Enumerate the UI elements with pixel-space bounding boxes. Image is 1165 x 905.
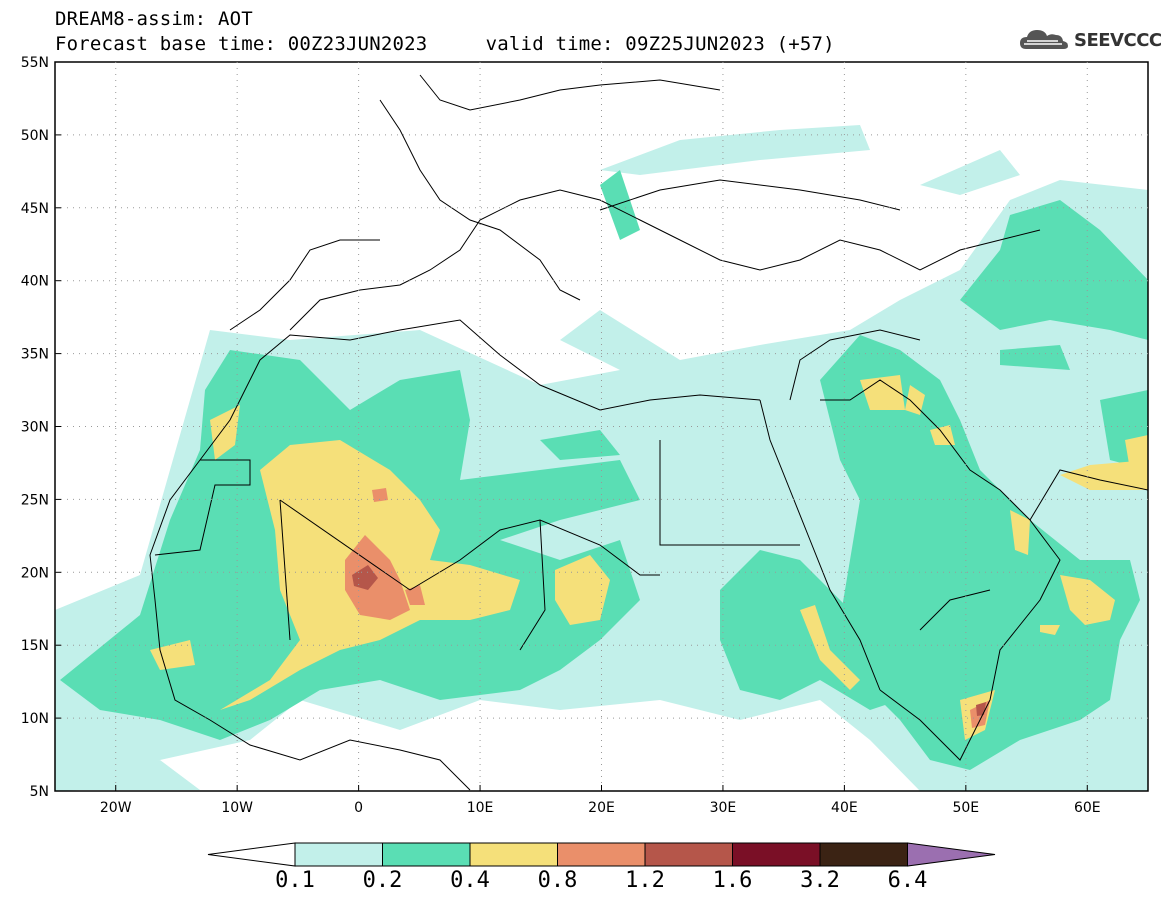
colorbar-under-arrow: [207, 842, 296, 867]
colorbar-label: 3.2: [800, 868, 840, 893]
lon-tick-label: 20W: [100, 800, 132, 816]
colorbar-label: 0.2: [362, 868, 403, 893]
colorbar-swatch: [644, 842, 733, 867]
colorbar-label: 1.2: [625, 868, 665, 893]
colorbar-over-arrow: [907, 842, 996, 867]
lon-tick-label: 40E: [831, 800, 858, 816]
colorbar-label: 0.1: [275, 868, 315, 893]
coastlines-borders: [149, 74, 1148, 791]
lat-tick-label: 30N: [21, 420, 49, 436]
lon-tick-label: 30E: [710, 800, 737, 816]
colorbar-label: 1.6: [712, 868, 753, 893]
lat-tick-label: 15N: [21, 638, 49, 654]
colorbar-label: 0.8: [537, 868, 578, 893]
seevccc-logo: SEEVCCC: [1018, 26, 1162, 54]
lat-tick-label: 10N: [21, 711, 49, 727]
forecast-time-line: Forecast base time: 00Z23JUN2023 valid t…: [55, 33, 835, 55]
colorbar-swatch: [732, 842, 821, 867]
colorbar-swatch: [294, 842, 383, 867]
lat-tick-label: 5N: [30, 784, 49, 800]
colorbar-label: 6.4: [887, 868, 928, 893]
colorbar: [207, 842, 996, 867]
lon-tick-label: 50E: [952, 800, 979, 816]
lat-tick-label: 55N: [21, 55, 49, 71]
lat-tick-label: 45N: [21, 201, 49, 217]
cloud-icon: [1020, 30, 1068, 49]
lon-tick-label: 10E: [467, 800, 494, 816]
map-title: DREAM8-assim: AOT: [55, 8, 253, 30]
lat-tick-label: 40N: [21, 274, 49, 290]
longitude-axis: 20W 10W 0 10E 20E 30E 40E 50E 60E: [100, 785, 1101, 816]
lat-tick-label: 35N: [21, 347, 49, 363]
lon-tick-label: 0: [354, 800, 363, 816]
colorbar-swatch: [819, 842, 908, 867]
latitude-axis: 5N 10N 15N 20N 25N 30N 35N 40N 45N 50N 55N: [21, 55, 61, 800]
lon-tick-label: 60E: [1074, 800, 1101, 816]
lon-tick-label: 20E: [588, 800, 615, 816]
colorbar-label: 0.4: [450, 868, 490, 893]
colorbar-swatch: [469, 842, 558, 867]
lat-tick-label: 25N: [21, 492, 49, 508]
colorbar-swatch: [557, 842, 646, 867]
lon-tick-label: 10W: [221, 800, 253, 816]
lat-tick-label: 20N: [21, 565, 49, 581]
graticule: [55, 62, 1148, 791]
colorbar-swatch: [382, 842, 471, 867]
lat-tick-label: 50N: [21, 128, 49, 144]
logo-text: SEEVCCC: [1074, 29, 1162, 51]
